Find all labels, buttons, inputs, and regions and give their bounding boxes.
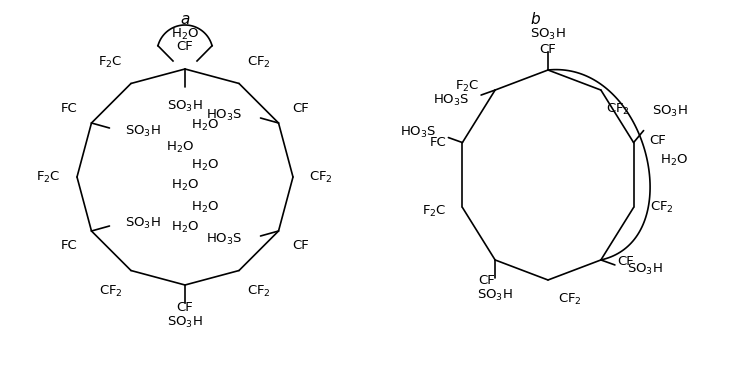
Text: CF: CF	[292, 239, 309, 252]
Text: b: b	[530, 12, 539, 27]
Text: CF$_2$: CF$_2$	[247, 54, 271, 70]
Text: CF: CF	[177, 40, 194, 53]
Text: HO$_3$S: HO$_3$S	[206, 108, 243, 123]
Text: CF: CF	[479, 274, 496, 287]
Text: CF: CF	[617, 255, 633, 268]
Text: CF: CF	[177, 301, 194, 314]
Text: FC: FC	[61, 102, 78, 115]
Text: CF$_2$: CF$_2$	[649, 200, 674, 215]
Text: FC: FC	[430, 136, 446, 149]
Text: CF: CF	[292, 102, 309, 115]
Text: H$_2$O: H$_2$O	[660, 153, 688, 168]
Text: H$_2$O: H$_2$O	[171, 177, 199, 192]
Text: SO$_3$H: SO$_3$H	[530, 27, 566, 42]
Text: CF: CF	[649, 134, 666, 147]
Text: FC: FC	[61, 239, 78, 252]
Text: HO$_3$S: HO$_3$S	[400, 125, 436, 140]
Text: SO$_3$H: SO$_3$H	[477, 288, 513, 303]
Text: CF$_2$: CF$_2$	[309, 170, 333, 184]
Text: SO$_3$H: SO$_3$H	[652, 104, 688, 118]
Text: SO$_3$H: SO$_3$H	[125, 216, 161, 231]
Text: F$_2$C: F$_2$C	[422, 204, 446, 219]
Text: SO$_3$H: SO$_3$H	[627, 262, 663, 278]
Text: a: a	[180, 12, 190, 27]
Text: CF$_2$: CF$_2$	[247, 284, 271, 300]
Text: F$_2$C: F$_2$C	[454, 78, 479, 94]
Text: F$_2$C: F$_2$C	[98, 54, 123, 70]
Text: H$_2$O: H$_2$O	[191, 117, 219, 132]
Text: H$_2$O: H$_2$O	[171, 27, 199, 42]
Text: HO$_3$S: HO$_3$S	[206, 231, 243, 246]
Text: CF$_2$: CF$_2$	[99, 284, 123, 300]
Text: H$_2$O: H$_2$O	[171, 219, 199, 234]
Text: H$_2$O: H$_2$O	[191, 200, 219, 214]
Text: H$_2$O: H$_2$O	[191, 158, 219, 172]
Text: F$_2$C: F$_2$C	[37, 170, 61, 184]
Text: H$_2$O: H$_2$O	[166, 140, 194, 154]
Text: CF$_2$: CF$_2$	[606, 102, 630, 117]
Text: CF$_2$: CF$_2$	[558, 292, 582, 307]
Text: SO$_3$H: SO$_3$H	[167, 99, 203, 114]
Text: SO$_3$H: SO$_3$H	[125, 123, 161, 138]
Text: HO$_3$S: HO$_3$S	[432, 93, 469, 108]
Text: SO$_3$H: SO$_3$H	[167, 315, 203, 330]
Text: CF: CF	[539, 43, 556, 56]
